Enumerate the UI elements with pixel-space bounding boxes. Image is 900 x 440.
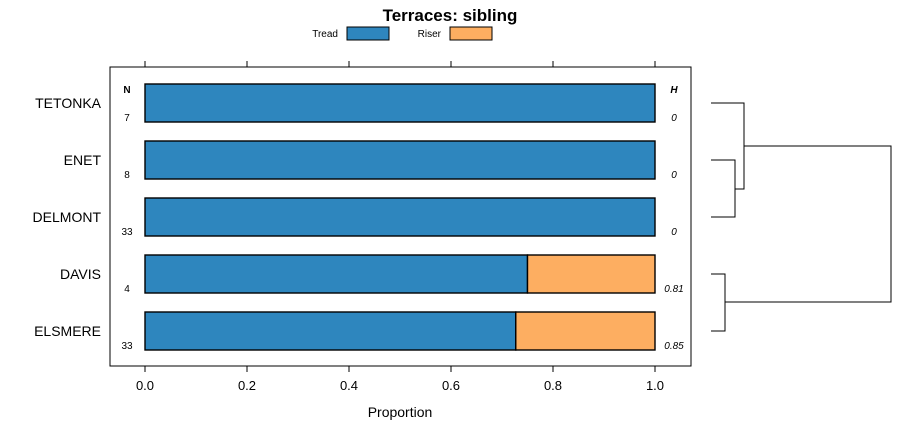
- x-tick-label: 0.4: [340, 378, 358, 393]
- h-header: H: [670, 85, 678, 96]
- dendrogram-branch: [711, 273, 726, 332]
- n-value: 4: [124, 284, 130, 295]
- x-tick-label: 0.0: [136, 378, 154, 393]
- n-value: 8: [124, 170, 130, 181]
- category-label: DAVIS: [60, 266, 101, 282]
- category-label: TETONKA: [35, 95, 102, 111]
- h-value: 0: [671, 227, 677, 238]
- bar-davis-tread: [144, 254, 529, 294]
- h-value: 0.85: [664, 341, 684, 352]
- x-axis-label: Proportion: [368, 404, 433, 420]
- h-value: 0: [671, 113, 677, 124]
- bar-enet-tread: [144, 140, 656, 180]
- chart-title: Terraces: sibling: [383, 6, 518, 25]
- bar-elsmere-riser: [515, 311, 656, 351]
- n-value: 7: [124, 113, 130, 124]
- category-label: DELMONT: [33, 209, 102, 225]
- bar-delmont-tread: [144, 197, 656, 237]
- top-axis-ticks: [144, 61, 656, 67]
- x-tick-label: 0.2: [238, 378, 256, 393]
- dendrogram-branch: [711, 102, 745, 190]
- category-label: ENET: [64, 152, 102, 168]
- n-header: N: [123, 85, 130, 96]
- n-value: 33: [121, 341, 133, 352]
- n-value: 33: [121, 227, 133, 238]
- x-axis: 0.0 0.2 0.4 0.6 0.8 1.0: [136, 366, 664, 393]
- legend-swatch-tread: [346, 26, 390, 41]
- bar-elsmere-tread: [144, 311, 517, 351]
- legend-label-riser: Riser: [418, 29, 442, 40]
- plot-panel: [109, 66, 692, 367]
- legend: Tread Riser: [312, 26, 493, 41]
- x-tick-label: 0.6: [442, 378, 460, 393]
- h-value: 0.81: [664, 284, 683, 295]
- category-labels: TETONKA ENET DELMONT DAVIS ELSMERE: [33, 95, 102, 339]
- h-value: 0: [671, 170, 677, 181]
- bars: [144, 83, 656, 351]
- bar-tetonka-tread: [144, 83, 656, 123]
- n-column: N 7 8 33 4 33: [121, 85, 133, 352]
- h-column: H 0 0 0 0.81 0.85: [664, 85, 684, 352]
- bar-davis-riser: [526, 254, 656, 294]
- legend-label-tread: Tread: [312, 29, 338, 40]
- dendrogram-branch: [711, 159, 736, 218]
- x-tick-label: 1.0: [646, 378, 664, 393]
- x-tick-label: 0.8: [544, 378, 562, 393]
- dendrogram: [711, 102, 892, 332]
- legend-swatch-riser: [449, 26, 493, 41]
- dendrogram-branch: [725, 145, 892, 303]
- category-label: ELSMERE: [34, 323, 101, 339]
